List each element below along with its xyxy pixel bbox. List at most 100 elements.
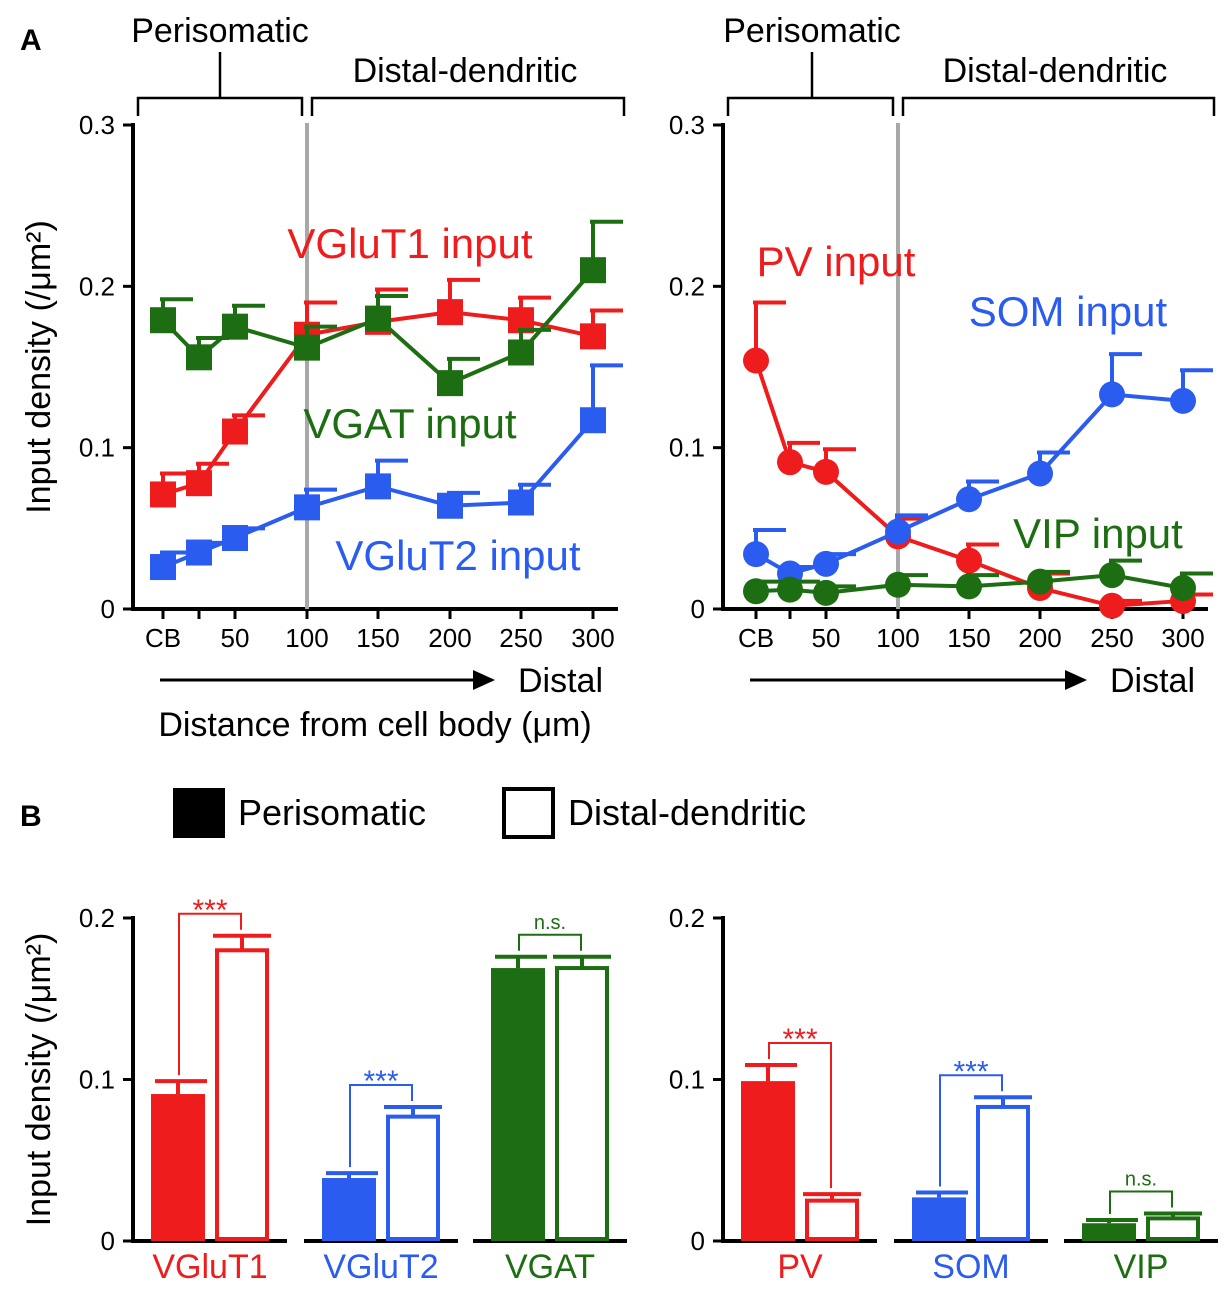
point-pv-input bbox=[1099, 592, 1125, 619]
point-vgat-input bbox=[580, 257, 606, 284]
bar-perisomatic-vglut2 bbox=[322, 1178, 376, 1241]
point-vip-input bbox=[743, 578, 769, 605]
panel-b-left-chart: 0 0.1 0.2 *** VGluT1 *** VGluT2 n.s. VGAT Input d… bbox=[20, 894, 627, 1286]
category-label-som: SOM bbox=[932, 1248, 1009, 1286]
bracket-distal bbox=[310, 96, 626, 116]
significance-label-vgat: n.s. bbox=[534, 912, 566, 934]
significance-bracket-vglut1 bbox=[178, 912, 242, 1076]
distal-arrow-label: Distal bbox=[1110, 662, 1195, 700]
point-vip-input bbox=[1099, 562, 1125, 589]
bracket-label-distal: Distal-dendritic bbox=[943, 52, 1168, 90]
y-tick-label: 0.3 bbox=[669, 110, 705, 140]
point-vglut1-input bbox=[186, 470, 212, 497]
x-axis-title: Distance from cell body (μm) bbox=[158, 706, 591, 744]
panel-label-a: A bbox=[20, 24, 42, 57]
y-tick-label: 0 bbox=[691, 1226, 705, 1256]
y-tick-label: 0.1 bbox=[79, 1065, 115, 1095]
distal-arrow-label: Distal bbox=[518, 662, 603, 700]
point-pv-input bbox=[777, 449, 803, 476]
bracket-perisomatic bbox=[136, 96, 304, 116]
distal-arrow-head bbox=[1065, 670, 1087, 690]
x-tick-label: 100 bbox=[285, 623, 328, 653]
panel-label-b: B bbox=[20, 800, 42, 833]
x-tick-label: 250 bbox=[499, 623, 542, 653]
point-vglut1-input bbox=[437, 299, 463, 326]
point-vgat-input bbox=[365, 305, 391, 332]
bar-perisomatic-vip bbox=[1082, 1223, 1136, 1241]
bar-perisomatic-vgat bbox=[491, 968, 545, 1241]
significance-bracket-vglut2 bbox=[349, 1083, 413, 1168]
point-som-input bbox=[743, 541, 769, 568]
series-label-pv-input: PV input bbox=[757, 238, 916, 285]
category-label-vglut2: VGluT2 bbox=[323, 1248, 438, 1286]
y-axis-title: Input density (/μm²) bbox=[20, 220, 58, 514]
point-vip-input bbox=[885, 571, 911, 598]
bar-group-vglut2: *** VGluT2 bbox=[304, 1065, 458, 1286]
y-tick-label: 0 bbox=[101, 594, 115, 624]
bar-distal-vglut1 bbox=[215, 948, 269, 1241]
point-vgat-input bbox=[186, 344, 212, 371]
point-som-input bbox=[1170, 387, 1196, 414]
point-vgat-input bbox=[508, 339, 534, 366]
bracket-perisomatic bbox=[726, 96, 895, 116]
y-tick-label: 0.1 bbox=[669, 433, 705, 463]
category-label-pv: PV bbox=[777, 1248, 823, 1286]
x-tick-label: 50 bbox=[812, 623, 841, 653]
bar-group-vglut1: *** VGluT1 bbox=[133, 894, 287, 1286]
x-tick-label: 200 bbox=[1018, 623, 1061, 653]
bar-distal-vgat bbox=[555, 966, 609, 1241]
category-label-vglut1: VGluT1 bbox=[152, 1248, 267, 1286]
series-pv-input bbox=[743, 300, 1213, 619]
y-tick-label: 0 bbox=[101, 1226, 115, 1256]
x-tick-label: 300 bbox=[1161, 623, 1204, 653]
point-vglut1-input bbox=[150, 481, 176, 508]
point-som-input bbox=[956, 486, 982, 513]
y-tick-label: 0.3 bbox=[79, 110, 115, 140]
panel-a-right-chart: 0 0.1 0.2 0.3 CB 50 100 150 200 250 300 Perisomatic… bbox=[669, 12, 1216, 700]
y-tick-label: 0.2 bbox=[669, 903, 705, 933]
point-vip-input bbox=[1027, 568, 1053, 595]
bracket-distal bbox=[901, 96, 1216, 116]
y-tick-label: 0 bbox=[691, 594, 705, 624]
point-vip-input bbox=[956, 573, 982, 600]
point-vglut1-input bbox=[222, 418, 248, 445]
x-tick-label: CB bbox=[145, 623, 181, 653]
point-som-input bbox=[885, 518, 911, 545]
significance-label-vip: n.s. bbox=[1125, 1169, 1157, 1191]
point-vip-input bbox=[813, 579, 839, 606]
x-tick-label: 100 bbox=[876, 623, 919, 653]
bar-distal-vglut2 bbox=[386, 1114, 440, 1242]
y-tick-label: 0.2 bbox=[669, 271, 705, 301]
distal-arrow-head bbox=[473, 670, 495, 690]
series-label-som-input: SOM input bbox=[969, 288, 1168, 335]
bracket-label-perisomatic: Perisomatic bbox=[723, 12, 901, 50]
significance-label-som: *** bbox=[953, 1055, 988, 1088]
legend-b: Perisomatic Distal-dendritic bbox=[173, 787, 806, 839]
x-tick-label: 150 bbox=[947, 623, 990, 653]
x-tick-label: 200 bbox=[428, 623, 471, 653]
point-vglut2-input bbox=[437, 492, 463, 519]
legend-swatch-perisomatic bbox=[173, 788, 225, 838]
category-label-vgat: VGAT bbox=[505, 1248, 595, 1286]
point-vglut2-input bbox=[222, 525, 248, 552]
point-pv-input bbox=[956, 547, 982, 574]
y-tick-label: 0.1 bbox=[79, 433, 115, 463]
series-label-vgat-input: VGAT input bbox=[303, 400, 517, 447]
panel-b-right-chart: 0 0.1 0.2 *** PV *** SOM n.s. VIP bbox=[669, 903, 1218, 1286]
point-som-input bbox=[1099, 381, 1125, 408]
point-vglut2-input bbox=[294, 494, 320, 521]
point-vip-input bbox=[777, 576, 803, 603]
point-vgat-input bbox=[437, 370, 463, 397]
y-tick-label: 0.2 bbox=[79, 903, 115, 933]
series-label-vglut1-input: VGluT1 input bbox=[287, 220, 532, 267]
series-vglut2-input bbox=[150, 363, 623, 581]
legend-swatch-distal bbox=[502, 787, 555, 839]
bar-distal-pv bbox=[805, 1198, 859, 1241]
point-vglut2-input bbox=[508, 489, 534, 516]
bar-perisomatic-vglut1 bbox=[151, 1094, 205, 1241]
x-tick-label: 50 bbox=[221, 623, 250, 653]
significance-label-vglut1: *** bbox=[192, 894, 227, 927]
point-vglut2-input bbox=[580, 407, 606, 434]
point-vglut1-input bbox=[580, 323, 606, 350]
